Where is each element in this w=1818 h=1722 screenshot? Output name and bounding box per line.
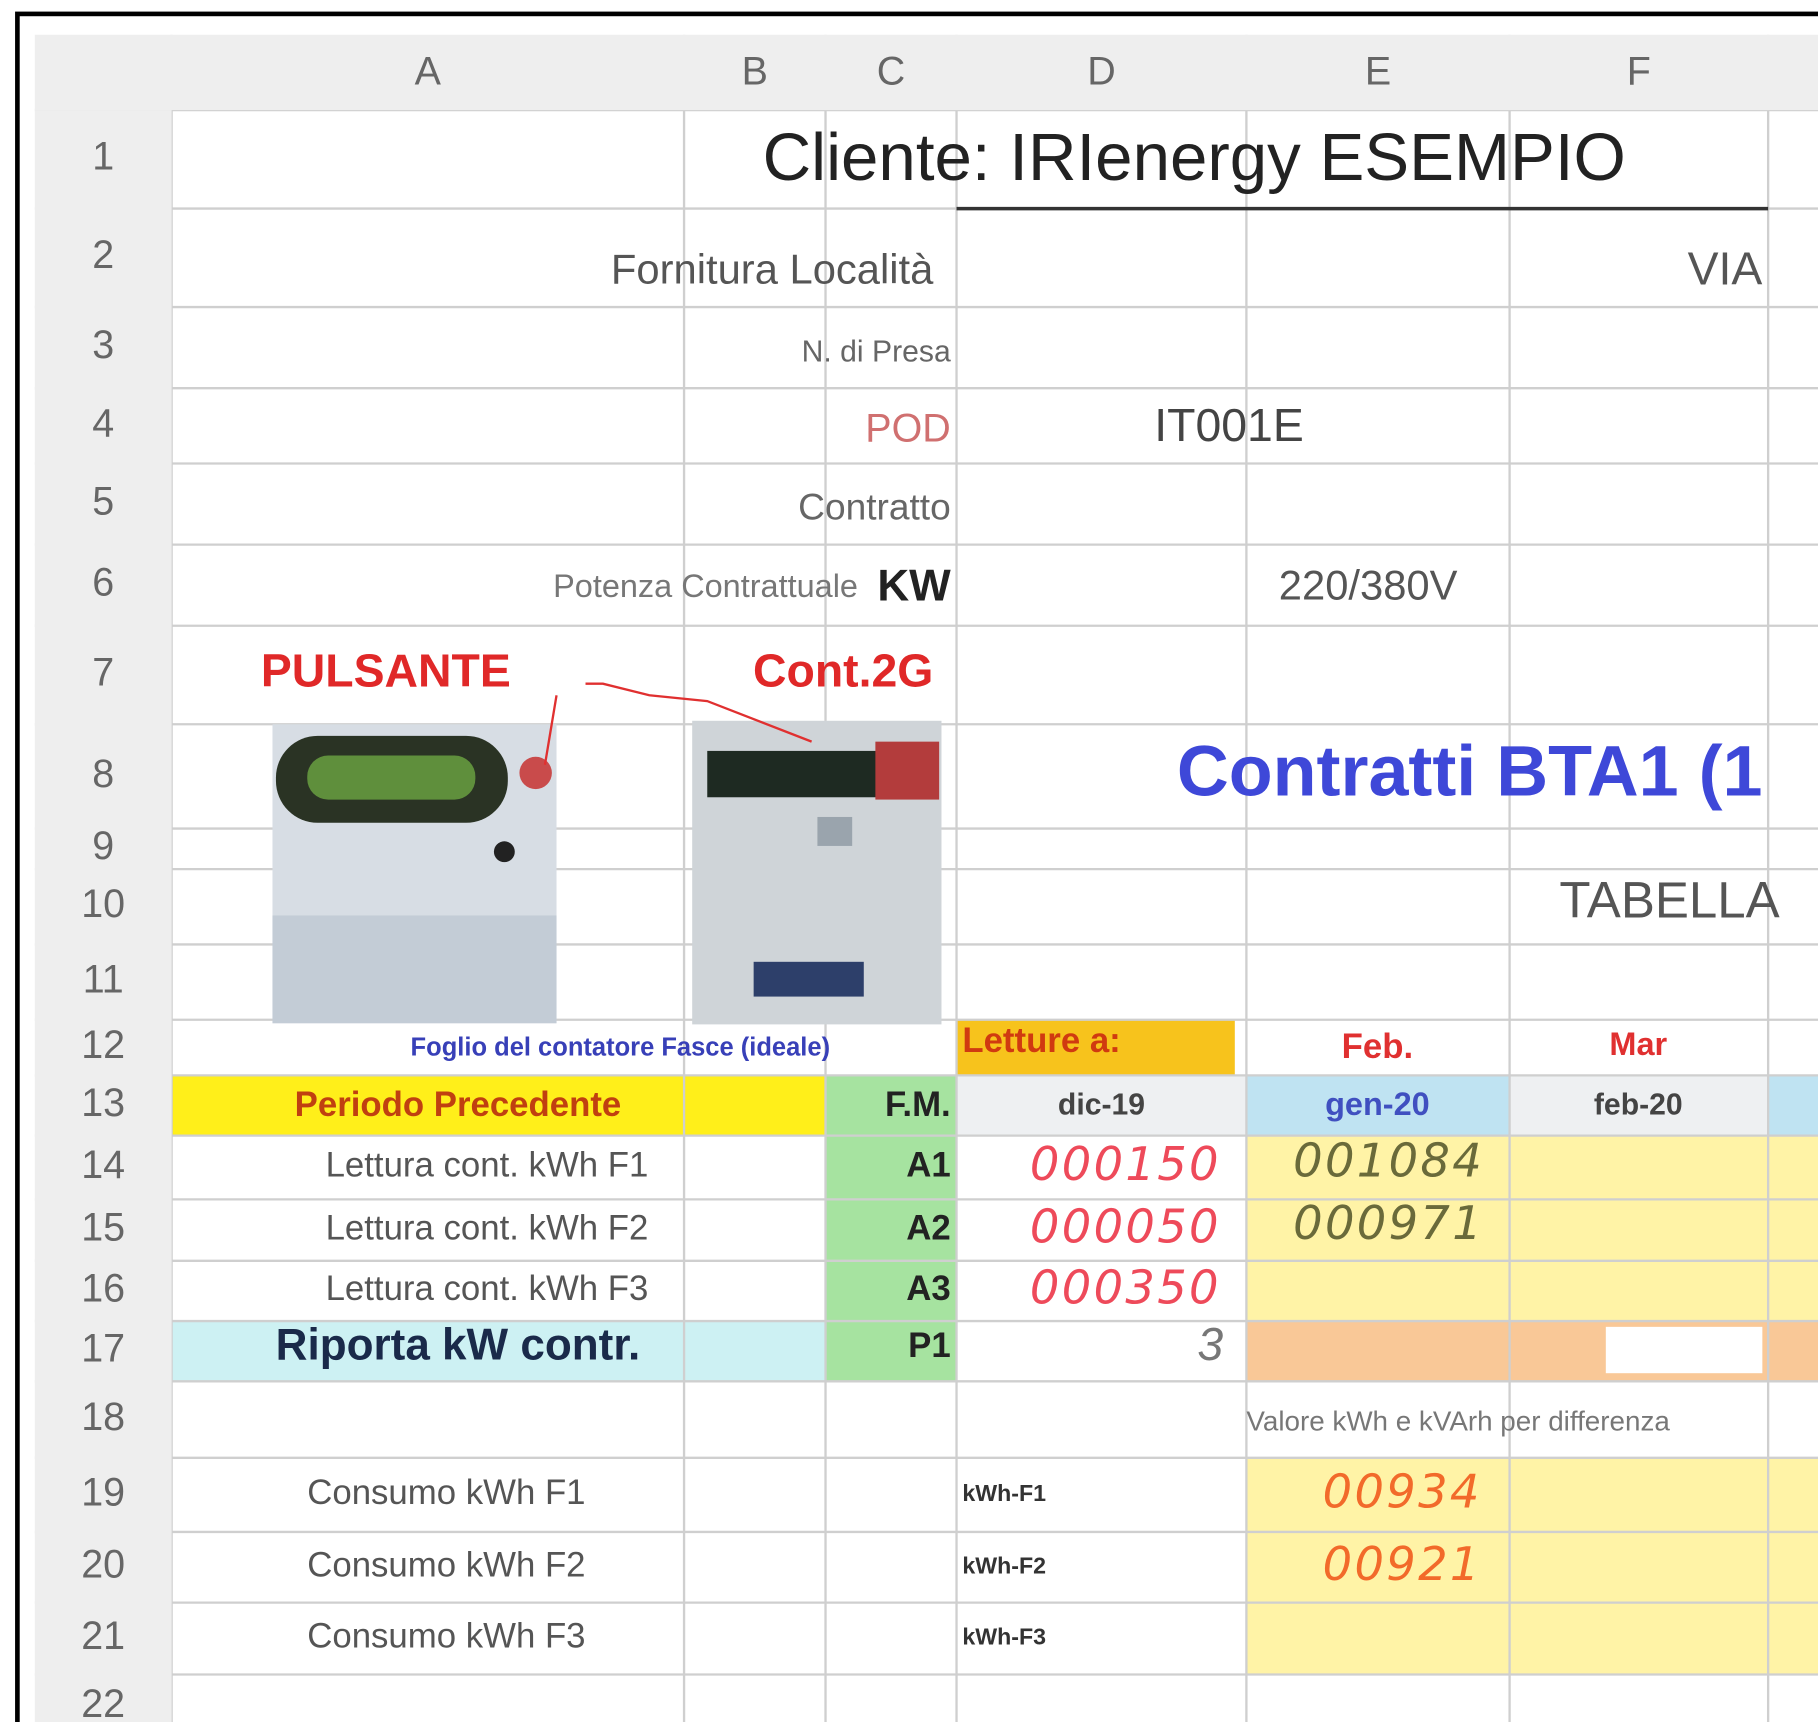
cell-fill (956, 1019, 1235, 1076)
label: POD (865, 406, 950, 450)
row-header: 9 (92, 824, 114, 868)
label: Mar (1609, 1026, 1667, 1062)
row-header-bar (34, 110, 172, 1722)
row-header: 7 (92, 650, 114, 694)
label: Consumo kWh F3 (307, 1618, 585, 1656)
rows: Lettura cont. kWh F1 A1 000150 001084 Lettur… (307, 1134, 1484, 1656)
code: kWh-F3 (962, 1624, 1046, 1650)
title: Cliente: IRIenergy ESEMPIO (763, 120, 1626, 195)
cell-fill (742, 1140, 824, 1182)
column-header: C (877, 50, 905, 94)
label: Lettura cont. kWh F3 (326, 1270, 649, 1308)
row-header: 8 (92, 752, 114, 796)
row-header: 15 (81, 1205, 125, 1249)
row-header: 2 (92, 233, 114, 277)
label: Periodo Precedente (295, 1086, 622, 1124)
cell-fill (1246, 1135, 1818, 1322)
meter-photo (692, 720, 942, 1025)
label: Contratto (798, 486, 951, 528)
label: N. di Presa (802, 335, 951, 368)
row-header: 1 (92, 135, 114, 179)
column-header: F (1627, 50, 1651, 94)
label: TABELLA (1559, 871, 1779, 928)
cell-fill (171, 1321, 826, 1382)
label: Consumo kWh F2 (307, 1546, 585, 1584)
cell-fill (742, 1265, 824, 1308)
value: 001084 (1293, 1134, 1484, 1188)
column-header: A (415, 50, 442, 94)
code: A3 (906, 1270, 950, 1308)
cells (171, 1019, 1818, 1675)
cell-fill (956, 1075, 1247, 1136)
label: feb-20 (1594, 1089, 1683, 1122)
cell-fill (1509, 1075, 1769, 1136)
code: kWh-F2 (962, 1552, 1046, 1578)
row-header: 6 (92, 561, 114, 605)
column-header: B (742, 50, 768, 94)
row-header: 17 (81, 1327, 125, 1371)
row-header: 16 (81, 1266, 125, 1310)
label: Fornitura Località (611, 245, 934, 292)
row-header: 10 (81, 882, 125, 926)
value: 000971 (1293, 1196, 1484, 1250)
cell-fill (1246, 1457, 1818, 1675)
column-header-bar (34, 34, 1818, 111)
heading: Contratti BTA1 (1 (1177, 731, 1763, 811)
label: Riporta kW contr. (276, 1320, 641, 1369)
value: 00934 (1323, 1464, 1482, 1518)
cell-fill (1246, 1075, 1510, 1136)
label: Feb. (1342, 1028, 1413, 1066)
column-header: E (1365, 50, 1391, 94)
value: 000150 (1030, 1137, 1221, 1191)
meter-photo (272, 724, 557, 1024)
row-header: 11 (83, 958, 124, 1002)
label: dic-19 (1058, 1089, 1145, 1122)
label: P1 (908, 1327, 951, 1365)
row-header: 12 (81, 1023, 125, 1067)
row-header: 14 (81, 1143, 125, 1187)
value: 000350 (1030, 1260, 1221, 1314)
row-header: 3 (92, 323, 114, 367)
caption: Foglio del contatore Fasce (ideale) (411, 1033, 831, 1061)
label: Consumo kWh F1 (307, 1474, 585, 1512)
note: Valore kWh e kVArh per differenza (1246, 1405, 1670, 1436)
code: A1 (906, 1147, 950, 1185)
cell-fill (1768, 1075, 1818, 1136)
label: Potenza Contrattuale (553, 568, 858, 604)
label: gen-20 (1325, 1086, 1430, 1122)
row-header: 19 (81, 1470, 125, 1514)
row-header: 5 (92, 479, 114, 523)
row-header: 13 (81, 1081, 125, 1125)
connector (543, 682, 813, 766)
cell-fill (171, 1075, 826, 1136)
value: 00921 (1323, 1537, 1482, 1591)
label: Letture a: (962, 1022, 1120, 1060)
label: KW (877, 561, 951, 610)
value: IT001E (1154, 399, 1304, 451)
row-header: 4 (92, 401, 114, 445)
row-header: 20 (81, 1543, 125, 1587)
label: PULSANTE (261, 645, 511, 697)
label: F.M. (885, 1086, 951, 1124)
value: 220/380V (1279, 562, 1458, 609)
label: Cont.2G (753, 645, 933, 697)
column-header: D (1087, 50, 1115, 94)
value: 000050 (1030, 1200, 1221, 1254)
cell-fill (1605, 1326, 1763, 1374)
code: A2 (906, 1209, 950, 1247)
row-header: 18 (81, 1395, 125, 1439)
row-header: 21 (81, 1614, 125, 1658)
code: kWh-F1 (962, 1480, 1046, 1506)
label: Lettura cont. kWh F2 (326, 1209, 649, 1247)
value: 3 (1197, 1318, 1223, 1370)
label: VIA (1688, 243, 1763, 295)
row-header: 22 (81, 1682, 125, 1722)
label: Lettura cont. kWh F1 (326, 1147, 649, 1185)
cell-fill (742, 1202, 824, 1245)
window-border (15, 11, 1818, 1722)
cell-fill (825, 1075, 957, 1382)
